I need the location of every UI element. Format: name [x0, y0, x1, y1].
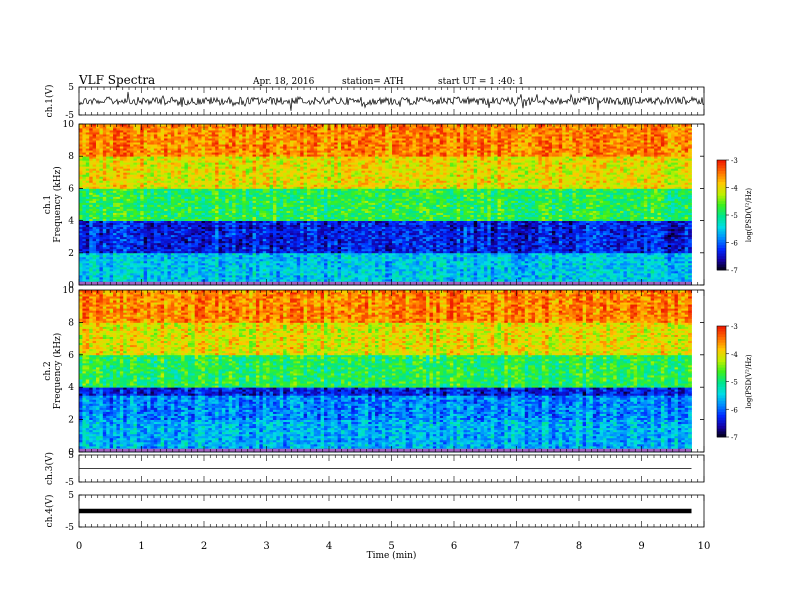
spectrogram-layer: [79, 124, 726, 452]
